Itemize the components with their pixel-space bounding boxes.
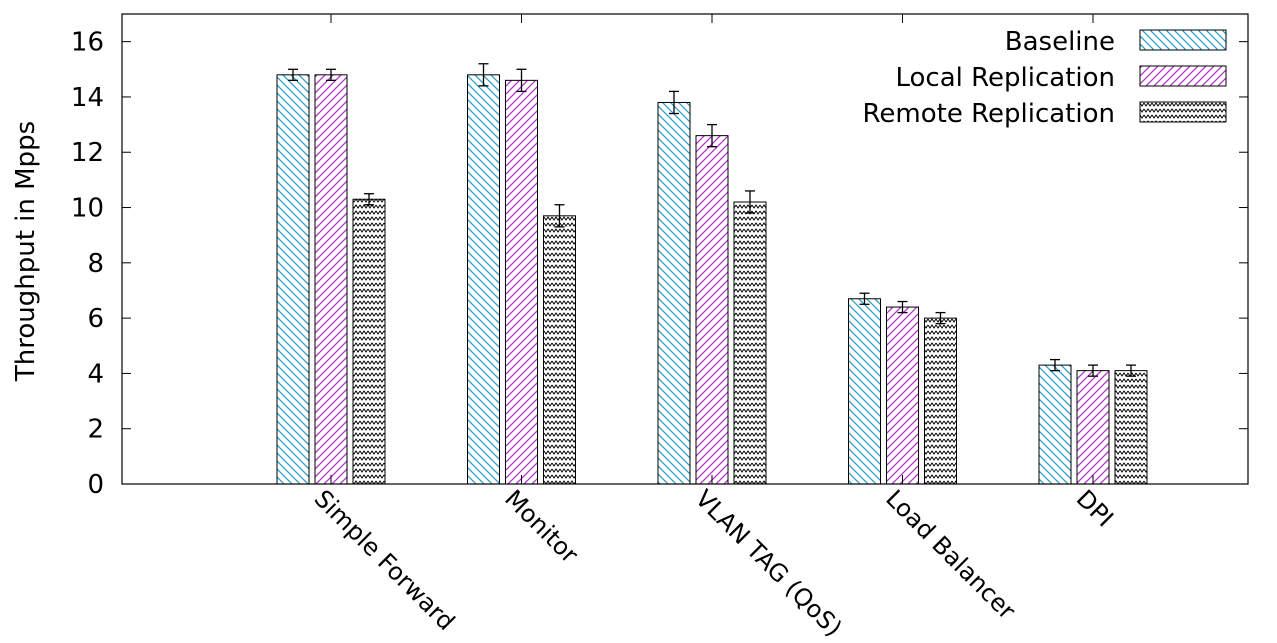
error-bar	[478, 63, 489, 87]
bar	[733, 201, 767, 485]
bar	[695, 135, 729, 485]
legend-swatch	[1139, 101, 1227, 123]
error-bar	[669, 90, 679, 115]
error-bar	[745, 190, 755, 214]
y-tick-label: 16	[71, 28, 104, 58]
bar	[276, 74, 310, 485]
legend-label: Baseline	[1005, 27, 1115, 57]
error-bar	[707, 123, 717, 148]
bar	[1076, 370, 1110, 485]
x-category-label: VLAN TAG (QoS)	[690, 484, 848, 642]
error-bar	[326, 68, 336, 82]
x-category-label: Simple Forward	[309, 484, 460, 635]
x-category-label: Load Balancer	[880, 484, 1021, 625]
y-tick-label: 0	[87, 470, 104, 500]
bar	[1038, 364, 1072, 485]
y-axis-title: Throughput in Mpps	[11, 121, 41, 382]
error-bars	[288, 63, 1136, 377]
bar	[505, 79, 538, 485]
error-bar	[935, 311, 946, 325]
legend-swatch	[1139, 29, 1227, 51]
bar	[467, 74, 500, 485]
y-tick-label: 4	[87, 359, 104, 389]
x-category-label: DPI	[1071, 484, 1119, 532]
bar	[886, 306, 919, 485]
bar	[1114, 370, 1148, 485]
error-bar	[364, 193, 374, 206]
error-bar	[554, 204, 565, 228]
y-tick-label: 2	[87, 415, 104, 445]
bar	[352, 198, 386, 485]
y-tick-label: 6	[87, 304, 104, 334]
y-axis-ticks: 0 2 4 6 8 10 12 14 16	[71, 28, 1248, 500]
y-tick-label: 14	[71, 83, 104, 113]
legend: Baseline Local Replication Remote Replicat…	[863, 27, 1227, 129]
bar	[657, 101, 691, 485]
bar	[924, 317, 957, 485]
bar	[543, 215, 576, 485]
y-tick-label: 10	[71, 194, 104, 224]
error-bar	[1088, 364, 1098, 377]
error-bar	[859, 292, 870, 305]
y-tick-label: 12	[71, 138, 104, 168]
legend-swatch	[1139, 65, 1227, 87]
error-bar	[897, 300, 908, 314]
bars	[276, 74, 1148, 485]
x-category-label: Monitor	[499, 484, 583, 568]
error-bar	[516, 68, 527, 93]
error-bar	[288, 68, 298, 82]
legend-label: Local Replication	[895, 63, 1115, 93]
bar	[314, 74, 348, 485]
error-bar	[1126, 364, 1136, 377]
error-bar	[1050, 358, 1060, 372]
legend-label: Remote Replication	[863, 99, 1115, 129]
y-tick-label: 8	[87, 249, 104, 279]
bar	[848, 298, 881, 485]
plot-frame	[121, 13, 1249, 485]
